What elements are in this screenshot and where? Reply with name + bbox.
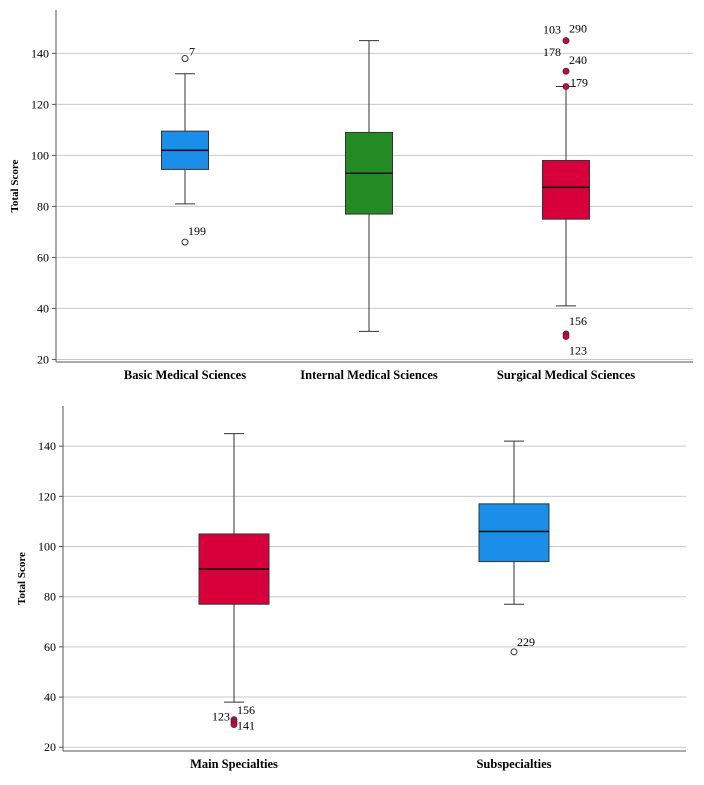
y-axis-title: Total Score — [16, 552, 28, 605]
y-tick-label: 80 — [37, 199, 49, 213]
x-category-label: Surgical Medical Sciences — [497, 368, 635, 382]
outlier-label: 123 — [569, 343, 587, 357]
x-category-label: Main Specialties — [190, 757, 278, 771]
y-tick-label: 80 — [44, 590, 56, 604]
box-group: 103 290 178 240 179 156 123 — [542, 22, 590, 357]
y-tick-label: 20 — [44, 740, 56, 754]
outlier-label: 240 — [569, 53, 587, 67]
box-group: 7 199 — [161, 44, 209, 246]
outlier-point-extreme — [562, 67, 570, 75]
outlier-label: 229 — [517, 635, 535, 649]
outlier-point-extreme — [562, 37, 570, 45]
y-axis-title: Total Score — [9, 159, 21, 212]
outlier-point-extreme — [562, 333, 570, 340]
box-group — [345, 40, 393, 332]
box-iqr — [478, 503, 550, 563]
outlier-label: 141 — [237, 719, 255, 733]
y-tick-label: 100 — [38, 540, 56, 554]
outlier-point-extreme — [230, 721, 238, 729]
outlier-label: 156 — [569, 314, 587, 328]
outlier-label: 178 — [543, 45, 561, 59]
outlier-label: 156 — [237, 703, 255, 717]
y-tick-label: 20 — [37, 352, 49, 366]
outlier-point — [181, 54, 189, 62]
outlier-label: 199 — [188, 224, 206, 238]
outlier-point — [181, 238, 189, 246]
y-tick-label: 40 — [44, 690, 56, 704]
y-tick-label: 60 — [37, 250, 49, 264]
chart-panel-1: 20 40 60 80 100 120 140 Total Score 7 199 Basic Me… — [9, 10, 693, 382]
chart-panel-2: 20 40 60 80 100 120 140 Total Score 123 156 141 Mai… — [16, 406, 686, 771]
x-category-label: Internal Medical Sciences — [300, 368, 438, 382]
outlier-label: 123 — [212, 710, 230, 724]
x-category-label: Basic Medical Sciences — [124, 368, 246, 382]
outlier-label: 290 — [569, 22, 587, 36]
box-iqr — [542, 159, 590, 220]
y-tick-label: 140 — [38, 439, 56, 453]
box-group: 229 — [478, 440, 550, 656]
outlier-label: 179 — [570, 76, 588, 90]
y-tick-label: 120 — [38, 489, 56, 503]
outlier-label: 7 — [189, 44, 195, 58]
outlier-label: 103 — [543, 23, 561, 37]
box-group: 123 156 141 — [198, 433, 270, 733]
y-tick-label: 100 — [31, 148, 49, 162]
y-tick-label: 140 — [31, 46, 49, 60]
x-category-label: Subspecialties — [476, 757, 551, 771]
y-tick-label: 60 — [44, 640, 56, 654]
outlier-point — [510, 648, 518, 656]
y-tick-label: 40 — [37, 301, 49, 315]
y-tick-label: 120 — [31, 97, 49, 111]
outlier-point-extreme — [562, 83, 570, 90]
